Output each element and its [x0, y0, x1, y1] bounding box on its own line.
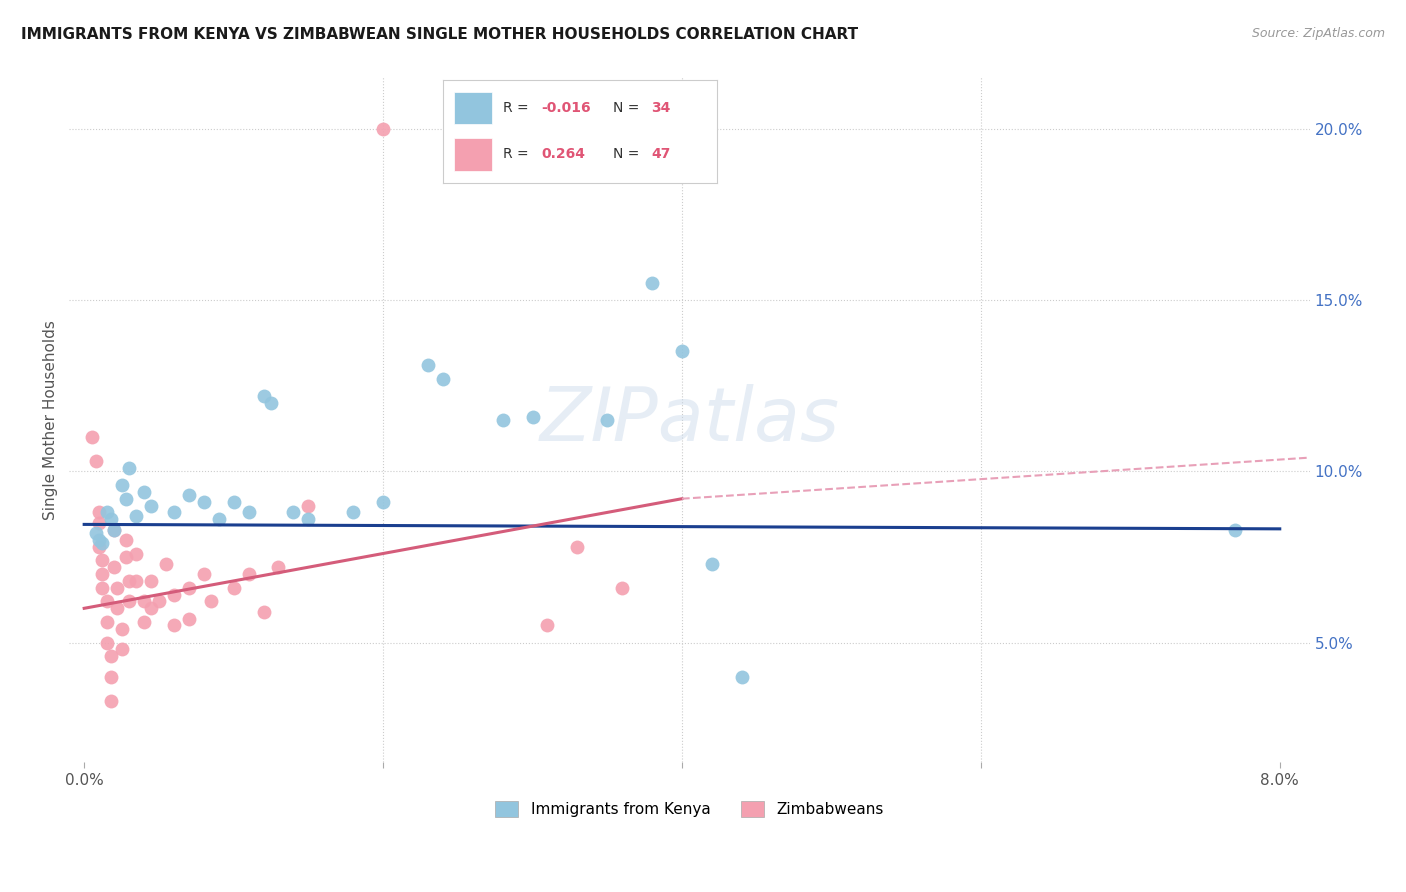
Point: [731, 670, 754, 684]
Point: [260, 396, 283, 410]
Point: [416, 358, 439, 372]
Text: Source: ZipAtlas.com: Source: ZipAtlas.com: [1251, 27, 1385, 40]
Text: ZIPatlas: ZIPatlas: [540, 384, 839, 456]
Text: N =: N =: [613, 147, 644, 161]
Point: [163, 505, 186, 519]
Point: [222, 495, 245, 509]
Point: [100, 694, 122, 708]
Point: [91, 536, 114, 550]
Point: [125, 508, 148, 523]
Text: IMMIGRANTS FROM KENYA VS ZIMBABWEAN SINGLE MOTHER HOUSEHOLDS CORRELATION CHART: IMMIGRANTS FROM KENYA VS ZIMBABWEAN SING…: [21, 27, 858, 42]
Point: [141, 574, 163, 588]
Point: [371, 495, 394, 509]
Point: [141, 601, 163, 615]
Point: [132, 484, 155, 499]
Point: [118, 574, 141, 588]
Text: N =: N =: [613, 101, 644, 115]
Point: [132, 594, 155, 608]
Point: [612, 581, 634, 595]
Point: [700, 557, 723, 571]
Point: [297, 512, 319, 526]
Point: [115, 533, 138, 547]
Point: [641, 276, 664, 290]
Point: [96, 505, 118, 519]
Point: [100, 649, 122, 664]
Point: [163, 588, 186, 602]
Point: [177, 488, 200, 502]
Y-axis label: Single Mother Households: Single Mother Households: [44, 320, 58, 520]
Point: [115, 549, 138, 564]
Point: [238, 505, 260, 519]
Point: [163, 618, 186, 632]
Text: R =: R =: [503, 147, 537, 161]
Point: [596, 413, 619, 427]
Point: [118, 461, 141, 475]
Point: [110, 642, 132, 657]
Bar: [454, 92, 492, 124]
Point: [491, 413, 513, 427]
Point: [238, 567, 260, 582]
Point: [177, 611, 200, 625]
Point: [148, 594, 170, 608]
Point: [177, 581, 200, 595]
Point: [522, 409, 544, 424]
Point: [84, 454, 107, 468]
Point: [110, 478, 132, 492]
Point: [193, 567, 215, 582]
Point: [125, 574, 148, 588]
Point: [87, 540, 110, 554]
Point: [222, 581, 245, 595]
Point: [100, 512, 122, 526]
Point: [80, 430, 103, 444]
Point: [671, 344, 693, 359]
Point: [96, 615, 118, 629]
Point: [103, 523, 125, 537]
Point: [103, 523, 125, 537]
Point: [432, 372, 454, 386]
Point: [115, 491, 138, 506]
Point: [103, 560, 125, 574]
Point: [371, 121, 394, 136]
Point: [141, 499, 163, 513]
Point: [125, 547, 148, 561]
Point: [96, 594, 118, 608]
Point: [87, 533, 110, 547]
Point: [342, 505, 364, 519]
Point: [193, 495, 215, 509]
Point: [84, 525, 107, 540]
Point: [100, 670, 122, 684]
Text: 0.264: 0.264: [541, 147, 585, 161]
Text: R =: R =: [503, 101, 533, 115]
Point: [252, 605, 274, 619]
Point: [252, 389, 274, 403]
Text: 47: 47: [651, 147, 671, 161]
Point: [567, 540, 589, 554]
Point: [105, 601, 128, 615]
Point: [155, 557, 177, 571]
Text: 34: 34: [651, 101, 671, 115]
Point: [118, 594, 141, 608]
Point: [91, 553, 114, 567]
Point: [87, 516, 110, 530]
Point: [110, 622, 132, 636]
Legend: Immigrants from Kenya, Zimbabweans: Immigrants from Kenya, Zimbabweans: [489, 795, 890, 823]
Text: -0.016: -0.016: [541, 101, 591, 115]
Point: [536, 618, 558, 632]
Point: [1223, 523, 1246, 537]
Point: [208, 512, 231, 526]
Point: [96, 635, 118, 649]
Point: [91, 581, 114, 595]
Point: [283, 505, 305, 519]
Point: [297, 499, 319, 513]
Point: [91, 567, 114, 582]
Point: [267, 560, 290, 574]
Point: [105, 581, 128, 595]
Point: [132, 615, 155, 629]
Point: [87, 505, 110, 519]
Bar: [454, 137, 492, 170]
Point: [200, 594, 222, 608]
